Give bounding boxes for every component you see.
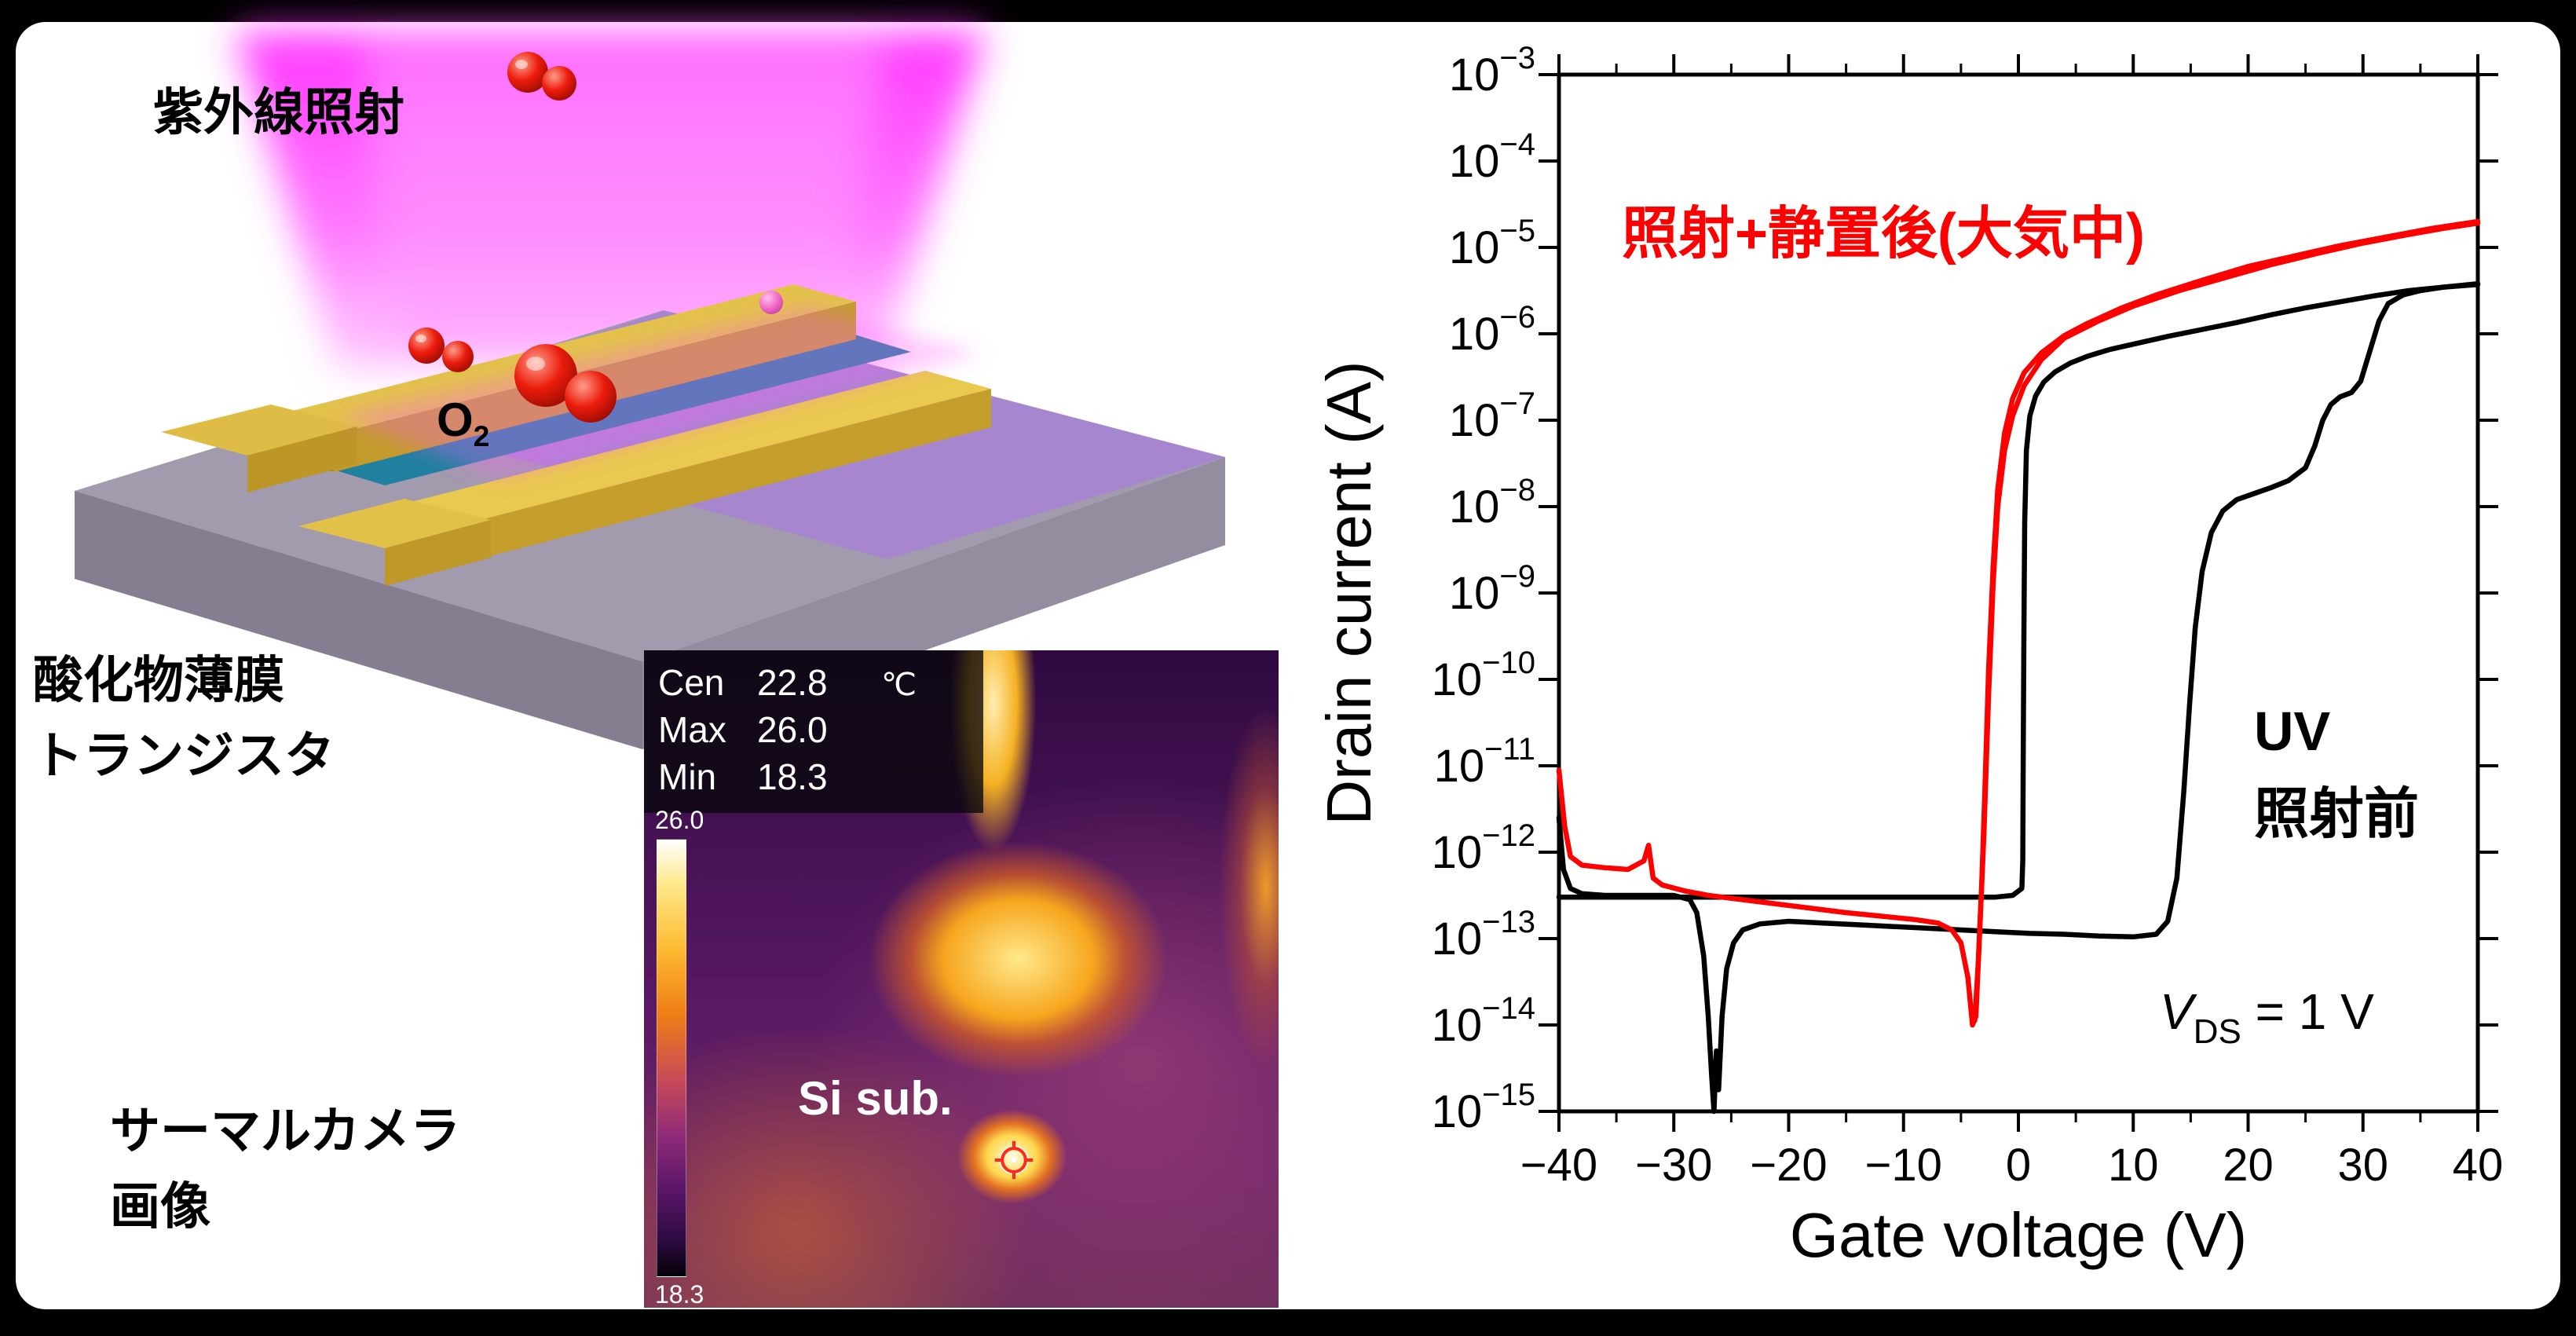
- source-pad-top: [161, 404, 357, 456]
- oxide-tft-label: 酸化物薄膜 トランジスタ: [33, 642, 335, 793]
- oxygen-molecule: [408, 328, 474, 372]
- oxygen-molecule: [514, 344, 617, 423]
- reading-label: Max: [658, 708, 726, 750]
- thermal-readings-box: Cen 22.8 ℃ Max 26.0 Min 18.3: [644, 650, 983, 814]
- uv-light-spot: [338, 306, 982, 479]
- drain-pad-front: [385, 520, 491, 586]
- o2-subscript: 2: [473, 419, 490, 452]
- thermal-camera-label: サーマルカメラ 画像: [110, 1093, 460, 1244]
- reading-label: Min: [658, 756, 717, 797]
- thermal-colorbar: [657, 839, 686, 1277]
- o2-base-text: O: [437, 393, 474, 446]
- reading-value: 18.3: [757, 756, 828, 797]
- device-illustration: [75, 31, 1225, 749]
- reading-value: 22.8: [757, 662, 828, 703]
- thermal-reading-row: Min 18.3: [658, 754, 969, 801]
- drain-pad-top: [298, 499, 491, 548]
- colorbar-min-label: 18.3: [655, 1280, 704, 1309]
- temperature-crosshair-icon: [994, 1140, 1034, 1180]
- source-pad-front: [247, 426, 357, 492]
- si-substrate-label: Si sub.: [798, 1072, 953, 1125]
- photon-particle: [759, 291, 783, 314]
- drain-electrode-top: [402, 371, 991, 523]
- reading-unit: ℃: [881, 668, 917, 702]
- thermal-reading-row: Cen 22.8 ℃: [658, 660, 969, 707]
- o2-molecule-label: O2: [437, 393, 489, 453]
- oxide-tft-label-line2: トランジスタ: [33, 727, 335, 784]
- thermal-reading-row: Max 26.0: [658, 707, 969, 754]
- thermal-camera-label-line2: 画像: [110, 1178, 210, 1235]
- uv-beam: [236, 31, 986, 369]
- oxygen-molecules: [408, 52, 783, 423]
- uv-irradiation-label: 紫外線照射: [153, 84, 404, 141]
- substrate-front-face: [75, 491, 642, 749]
- drain-electrode-front: [468, 389, 991, 562]
- reading-label: Cen: [658, 662, 725, 703]
- oxide-tft-label-line1: 酸化物薄膜: [33, 652, 284, 708]
- thermal-camera-label-line1: サーマルカメラ: [110, 1103, 461, 1159]
- colorbar-max-label: 26.0: [655, 806, 704, 834]
- oxygen-molecule: [507, 52, 576, 101]
- reading-value: 26.0: [757, 708, 828, 750]
- thermal-camera-image: Cen 22.8 ℃ Max 26.0 Min 18.3 26.0 18.3 S…: [644, 650, 1279, 1309]
